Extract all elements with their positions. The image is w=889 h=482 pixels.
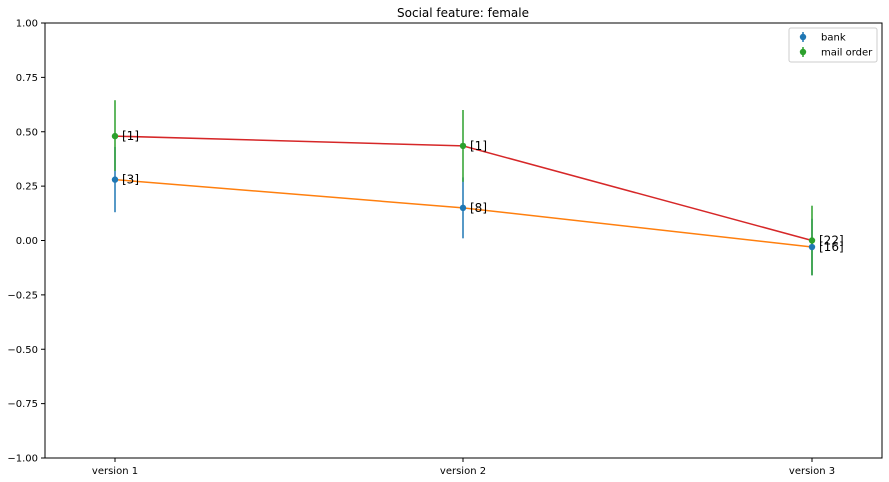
data-points bbox=[111, 132, 816, 251]
y-tick-label: −1.00 bbox=[7, 454, 38, 465]
y-tick-label: 0.00 bbox=[16, 236, 38, 247]
y-tick-label: 0.50 bbox=[16, 127, 38, 138]
axes: −1.00 −0.75 −0.50 −0.25 0.00 0.25 0.50 0.75 1.00… bbox=[7, 19, 835, 478]
point-annotation: [3] bbox=[122, 173, 139, 187]
legend-box bbox=[788, 27, 878, 63]
point-annotation: [1] bbox=[470, 139, 487, 153]
point-annotation: [1] bbox=[122, 129, 139, 143]
x-tick-label: version 1 bbox=[92, 466, 138, 477]
legend-marker bbox=[799, 48, 807, 56]
legend: bank mail order bbox=[788, 27, 878, 63]
data-point bbox=[111, 176, 119, 183]
point-annotation: [22] bbox=[819, 234, 844, 248]
chart-title: Social feature: female bbox=[397, 6, 529, 20]
data-point bbox=[459, 204, 467, 212]
y-tick-label: 0.25 bbox=[16, 182, 38, 193]
data-point bbox=[808, 237, 816, 244]
point-annotation: [16] bbox=[819, 240, 844, 254]
data-point bbox=[459, 142, 467, 150]
x-tick-label: version 2 bbox=[440, 466, 486, 477]
y-tick-label: −0.25 bbox=[7, 290, 38, 301]
point-annotations: [3] [8] [16] [1] [1] [22] bbox=[122, 129, 844, 254]
legend-label: mail order bbox=[821, 48, 873, 59]
data-point bbox=[808, 243, 816, 251]
y-tick-label: −0.50 bbox=[7, 345, 38, 356]
legend-marker bbox=[799, 33, 807, 41]
legend-label: bank bbox=[821, 33, 846, 44]
y-tick-label: −0.75 bbox=[7, 399, 38, 410]
data-point bbox=[111, 132, 119, 140]
point-annotation: [8] bbox=[470, 201, 487, 215]
y-tick-label: 1.00 bbox=[16, 19, 38, 30]
x-tick-label: version 3 bbox=[789, 466, 835, 477]
y-tick-label: 0.75 bbox=[16, 73, 38, 84]
